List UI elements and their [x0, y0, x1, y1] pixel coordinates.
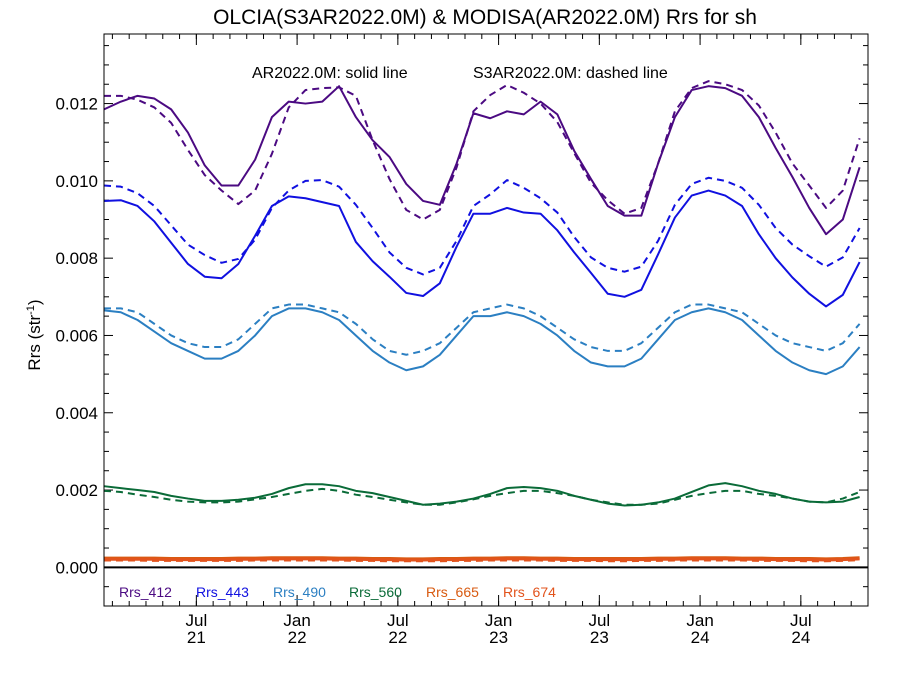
y-tick-label: 0.010	[55, 172, 98, 191]
legend-entry: Rrs_443	[196, 584, 249, 600]
x-tick-month: Jul	[185, 611, 207, 630]
series-line-rrs-443-dashed	[103, 176, 861, 276]
x-tick-month: Jul	[790, 611, 812, 630]
y-tick-label: 0.012	[55, 95, 98, 114]
x-tick-year: 24	[691, 628, 710, 647]
y-axis-label-close: )	[25, 299, 44, 305]
chart-title: OLCIA(S3AR2022.0M) & MODISA(AR2022.0M) R…	[213, 6, 757, 29]
series-line-rrs-490-dashed	[104, 303, 861, 356]
series-line-rrs-674-dashed	[104, 558, 860, 563]
x-tick-month: Jan	[485, 611, 512, 630]
series-line-rrs-560-dashed	[103, 487, 860, 506]
series-line-rrs-443-solid	[103, 189, 861, 308]
x-tick-month: Jan	[686, 611, 713, 630]
legend-entry: Rrs_490	[273, 584, 326, 600]
plot-frame	[103, 33, 869, 607]
legend-entry: Rrs_560	[349, 584, 402, 600]
x-tick-year: 23	[590, 628, 609, 647]
y-axis-label: Rrs (str-1)	[25, 299, 44, 370]
series-line-rrs-560-solid	[103, 482, 860, 507]
legend-entry: Rrs_412	[119, 584, 172, 600]
series-line-rrs-412-dashed	[104, 80, 861, 221]
x-tick-month: Jul	[588, 611, 610, 630]
y-tick-label: 0.002	[55, 481, 98, 500]
series-line-rrs-412-solid	[103, 85, 861, 236]
y-axis-label-superscript: -1	[25, 305, 37, 315]
x-tick-year: 22	[388, 628, 407, 647]
y-axis-label-text: Rrs (str	[25, 315, 44, 371]
y-tick-label: 0.004	[55, 404, 98, 423]
plot-area: 0.0000.0020.0040.0060.0080.0100.012Jul21…	[55, 34, 869, 647]
y-tick-label: 0.000	[55, 558, 98, 577]
x-tick-month: Jul	[387, 611, 409, 630]
annotation-dashed-line: S3AR2022.0M: dashed line	[473, 65, 668, 82]
x-tick-year: 22	[288, 628, 307, 647]
y-tick-label: 0.006	[55, 326, 98, 345]
x-tick-year: 21	[187, 628, 206, 647]
x-tick-month: Jan	[283, 611, 310, 630]
x-tick-year: 23	[489, 628, 508, 647]
series-line-rrs-490-solid	[103, 307, 861, 376]
legend-entry: Rrs_674	[503, 584, 556, 600]
y-tick-label: 0.008	[55, 249, 98, 268]
annotation-solid-line: AR2022.0M: solid line	[252, 65, 408, 82]
x-tick-year: 24	[791, 628, 810, 647]
legend-entry: Rrs_665	[426, 584, 479, 600]
